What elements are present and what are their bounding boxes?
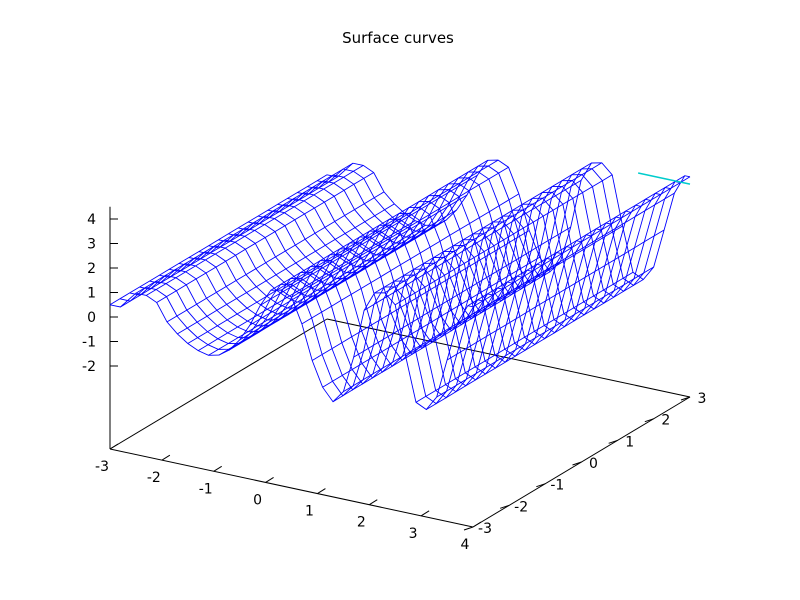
x-tick-label: -1: [199, 481, 213, 497]
extra-curve-group: [637, 172, 691, 185]
z-tick-label: -2: [82, 359, 96, 375]
y-tick-label: -2: [514, 499, 528, 515]
y-tick-mark: [608, 439, 618, 444]
mesh-line-constant-y: [267, 195, 631, 316]
mesh-line-constant-y: [297, 177, 661, 298]
mesh-line-constant-y: [326, 159, 691, 281]
z-tick-label: 1: [87, 286, 96, 302]
mesh-line-constant-y: [277, 189, 641, 310]
mesh-line-constant-y: [307, 171, 671, 292]
y-tick-label: -3: [478, 521, 492, 537]
x-tick-label: 0: [253, 492, 262, 508]
mesh-line-constant-y: [129, 277, 493, 399]
mesh-line-constant-y: [198, 236, 562, 357]
axes-group: [109, 206, 691, 531]
x-tick-mark: [109, 443, 119, 450]
mesh-line-constant-y: [178, 248, 543, 369]
y-tick-label: 1: [625, 434, 634, 450]
z-tick-label: 3: [87, 237, 96, 253]
z-tick-label: 4: [87, 212, 96, 228]
mesh-line-constant-y: [238, 212, 602, 334]
x-tick-label: 3: [409, 526, 418, 542]
x-tick-mark: [161, 454, 171, 461]
mesh-line-constant-y: [159, 260, 523, 381]
cyan-curve: [637, 172, 691, 185]
z-tick-label: -1: [82, 335, 96, 351]
y-axis-back-line: [109, 318, 328, 450]
y-tick-mark: [536, 483, 546, 488]
mesh-line-constant-y: [218, 224, 582, 346]
y-tick-mark: [644, 418, 654, 423]
mesh-line-constant-y: [119, 283, 483, 405]
mesh-line-constant-y: [109, 289, 474, 411]
x-tick-mark: [472, 521, 482, 528]
mesh-line-constant-y: [248, 206, 612, 328]
y-tick-label: 0: [589, 456, 598, 472]
mesh-line-constant-y: [257, 200, 622, 322]
mesh-line-constant-y: [169, 254, 533, 375]
y-tick-label: 2: [661, 413, 670, 429]
z-tick-label: 2: [87, 261, 96, 277]
x-tick-mark: [420, 510, 430, 517]
x-tick-mark: [265, 477, 274, 483]
surface-mesh: [109, 159, 691, 411]
y-tick-label: 3: [698, 391, 707, 407]
x-axis-line: [109, 448, 474, 528]
x-tick-label: -3: [95, 459, 109, 475]
y-tick-label: -1: [550, 478, 564, 494]
x-tick-label: 1: [305, 504, 314, 520]
y-tick-mark: [572, 461, 582, 466]
mesh-line-constant-y: [317, 165, 681, 287]
z-tick-label: 0: [87, 310, 96, 326]
x-tick-label: 2: [357, 515, 366, 531]
x-tick-label: -2: [147, 470, 161, 486]
mesh-line-constant-y: [208, 230, 572, 352]
x-tick-mark: [213, 465, 222, 472]
mesh-line-constant-y: [139, 271, 503, 393]
y-tick-mark: [680, 396, 691, 401]
y-tick-mark: [463, 526, 474, 531]
chart-title: Surface curves: [342, 29, 454, 47]
mesh-line-constant-y: [287, 183, 651, 304]
mesh-line-constant-y: [188, 242, 552, 363]
y-tick-mark: [500, 504, 510, 509]
x-tick-label: 4: [461, 537, 470, 553]
mesh-line-constant-y: [228, 218, 592, 340]
x-tick-mark: [369, 499, 378, 506]
mesh-line-constant-y: [149, 265, 513, 387]
tick-labels: -3 -2 -1 0 1 2 3 4 -3 -2 -1 0 1 2 3 4 3 2 1 0 -1 -2: [82, 212, 706, 553]
x-tick-mark: [317, 488, 326, 494]
